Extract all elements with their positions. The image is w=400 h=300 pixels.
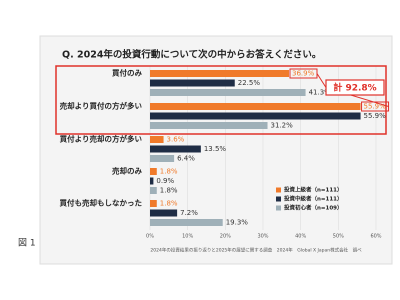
figure-label: 図 1 — [18, 238, 36, 249]
bar — [150, 112, 361, 120]
bar — [150, 209, 178, 217]
category-label: 買付のみ — [112, 68, 142, 78]
x-tick-label: 0% — [146, 234, 154, 240]
value-label: 36.9% — [292, 70, 315, 78]
callout-line — [316, 73, 327, 88]
x-tick-label: 20% — [220, 234, 231, 240]
bar — [150, 145, 201, 153]
legend-swatch — [276, 196, 281, 202]
legend-label: 投資上級者（n=111） — [284, 186, 343, 194]
bar — [150, 103, 361, 110]
bar — [150, 79, 235, 87]
bar — [150, 70, 289, 77]
value-label: 55.9% — [364, 112, 387, 120]
value-label: 13.5% — [204, 145, 227, 153]
value-label: 7.2% — [180, 209, 198, 217]
value-label: 1.8% — [160, 187, 178, 195]
value-label: 1.8% — [160, 168, 178, 176]
category-label: 売却のみ — [112, 166, 142, 176]
value-label: 1.8% — [160, 200, 178, 208]
value-label: 0.9% — [156, 177, 174, 185]
legend-label: 投資中級者（n=111） — [284, 195, 343, 203]
bar — [150, 89, 306, 96]
value-label: 41.3% — [309, 89, 332, 97]
value-label: 19.3% — [226, 219, 249, 227]
bar — [150, 177, 154, 185]
source-note: 2024年の投資結果の振り返りと2025年の展望に関する調査 2024年 Glo… — [150, 247, 362, 254]
chart-title: Q. 2024年の投資行動について次の中からお答えください。 — [62, 49, 321, 61]
value-label: 55.9% — [364, 103, 387, 111]
category-label: 買付も売却もしなかった — [60, 198, 143, 208]
value-label: 31.2% — [271, 122, 294, 130]
callout-box — [325, 79, 385, 96]
bar — [150, 155, 175, 162]
bar — [150, 219, 223, 226]
bar — [150, 168, 157, 175]
bar — [150, 187, 157, 194]
value-label: 3.6% — [167, 136, 185, 144]
x-tick-label: 40% — [295, 234, 306, 240]
bar — [150, 200, 157, 207]
highlight-box — [55, 65, 387, 135]
legend-swatch — [276, 187, 281, 193]
legend-label: 投資初心者（n=109） — [284, 204, 343, 212]
value-label: 22.5% — [238, 79, 261, 87]
value-label: 6.4% — [177, 155, 195, 163]
x-tick-label: 60% — [370, 234, 381, 240]
bar — [150, 122, 268, 129]
annotation: 計 92.8% — [333, 82, 376, 94]
category-label: 買付より売却の方が多い — [60, 134, 143, 144]
x-tick-label: 10% — [182, 234, 193, 240]
x-tick-label: 50% — [333, 234, 344, 240]
legend-swatch — [276, 205, 281, 211]
bar — [150, 136, 164, 143]
x-tick-label: 30% — [257, 234, 268, 240]
category-label: 売却より買付の方が多い — [60, 101, 143, 111]
